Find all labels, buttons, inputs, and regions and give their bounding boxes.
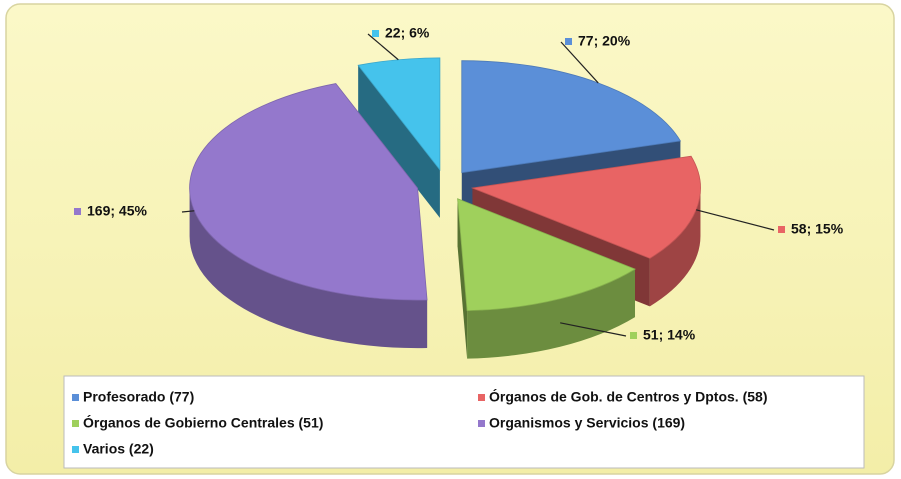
label-marker [630, 332, 637, 339]
leader-line [367, 33, 399, 61]
legend-marker [478, 420, 485, 427]
label-marker [74, 208, 81, 215]
legend-label: Órganos de Gob. de Centros y Dptos. (58) [489, 388, 767, 405]
label-marker [565, 38, 572, 45]
leader-line [560, 322, 627, 337]
pie-outer-wall [649, 187, 701, 307]
legend-marker [72, 446, 79, 453]
legend-label: Profesorado (77) [83, 389, 194, 405]
pie-side-wall [358, 65, 440, 218]
legend-label: Organismos y Servicios (169) [489, 415, 685, 431]
data-label: 22; 6% [385, 25, 430, 41]
pie-slice [457, 198, 636, 312]
pie-outer-wall [189, 188, 428, 349]
pie-side-wall [457, 198, 468, 359]
legend-label: Órganos de Gobierno Centrales (51) [83, 414, 323, 431]
data-label: 169; 45% [87, 203, 147, 219]
pie-slice [357, 57, 441, 172]
pie-slice [189, 83, 428, 301]
data-label: 77; 20% [578, 33, 631, 49]
label-marker [372, 30, 379, 37]
label-marker [778, 226, 785, 233]
pie-outer-wall [467, 269, 636, 359]
legend-marker [72, 420, 79, 427]
data-label: 58; 15% [791, 221, 844, 237]
chart-background [5, 3, 895, 475]
pie-tops [189, 57, 701, 312]
legend-marker [478, 394, 485, 401]
leader-line [560, 41, 599, 84]
pie-slice [470, 155, 701, 259]
legend-box [63, 375, 865, 469]
leader-line [695, 209, 775, 231]
legend-label: Varios (22) [83, 441, 154, 457]
leader-line [181, 210, 195, 213]
data-label: 51; 14% [643, 327, 696, 343]
legend-marker [72, 394, 79, 401]
